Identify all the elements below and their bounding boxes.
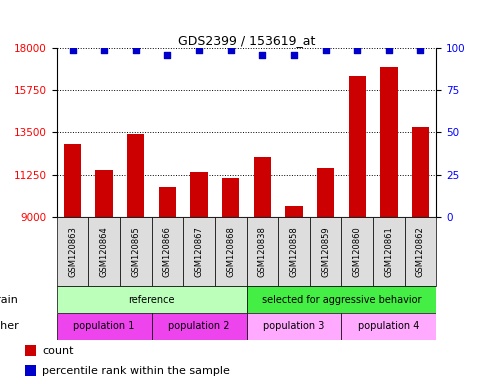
- Text: GSM120862: GSM120862: [416, 226, 425, 277]
- Point: [69, 46, 76, 53]
- Point: [195, 46, 203, 53]
- Text: GSM120865: GSM120865: [131, 226, 141, 277]
- Bar: [25, 365, 36, 376]
- FancyBboxPatch shape: [310, 217, 341, 286]
- Point: [258, 52, 266, 58]
- FancyBboxPatch shape: [152, 313, 246, 340]
- FancyBboxPatch shape: [57, 313, 152, 340]
- Point: [100, 46, 108, 53]
- Text: GSM120860: GSM120860: [352, 226, 362, 277]
- FancyBboxPatch shape: [373, 217, 405, 286]
- Text: GSM120864: GSM120864: [100, 226, 108, 277]
- FancyBboxPatch shape: [215, 217, 246, 286]
- Bar: [412, 127, 429, 217]
- Text: population 2: population 2: [168, 321, 230, 331]
- Text: reference: reference: [128, 295, 175, 305]
- FancyBboxPatch shape: [183, 217, 215, 286]
- Bar: [64, 144, 81, 217]
- FancyBboxPatch shape: [341, 217, 373, 286]
- Point: [290, 52, 298, 58]
- Bar: [380, 67, 397, 217]
- Text: population 3: population 3: [263, 321, 324, 331]
- Bar: [25, 345, 36, 356]
- FancyBboxPatch shape: [278, 217, 310, 286]
- Bar: [285, 206, 303, 217]
- FancyBboxPatch shape: [246, 286, 436, 313]
- Text: GSM120868: GSM120868: [226, 226, 235, 277]
- Text: GSM120867: GSM120867: [195, 226, 204, 277]
- Point: [353, 46, 361, 53]
- FancyBboxPatch shape: [57, 286, 246, 313]
- Text: GSM120838: GSM120838: [258, 226, 267, 277]
- FancyBboxPatch shape: [246, 217, 278, 286]
- FancyBboxPatch shape: [405, 217, 436, 286]
- FancyBboxPatch shape: [120, 217, 152, 286]
- Text: GSM120863: GSM120863: [68, 226, 77, 277]
- FancyBboxPatch shape: [152, 217, 183, 286]
- Text: percentile rank within the sample: percentile rank within the sample: [42, 366, 230, 376]
- Bar: [253, 157, 271, 217]
- Bar: [317, 168, 334, 217]
- FancyBboxPatch shape: [246, 313, 341, 340]
- Text: strain: strain: [0, 295, 19, 305]
- Point: [227, 46, 235, 53]
- Bar: [159, 187, 176, 217]
- Point: [132, 46, 140, 53]
- Title: GDS2399 / 153619_at: GDS2399 / 153619_at: [178, 34, 315, 47]
- Text: selected for aggressive behavior: selected for aggressive behavior: [262, 295, 421, 305]
- Bar: [96, 170, 113, 217]
- FancyBboxPatch shape: [341, 313, 436, 340]
- Text: GSM120866: GSM120866: [163, 226, 172, 277]
- Text: GSM120858: GSM120858: [289, 226, 298, 277]
- Point: [164, 52, 172, 58]
- FancyBboxPatch shape: [88, 217, 120, 286]
- Point: [417, 46, 424, 53]
- Text: count: count: [42, 346, 74, 356]
- Bar: [349, 76, 366, 217]
- Point: [321, 46, 329, 53]
- Bar: [127, 134, 144, 217]
- Text: population 4: population 4: [358, 321, 420, 331]
- Text: GSM120859: GSM120859: [321, 226, 330, 277]
- Bar: [222, 177, 240, 217]
- Text: other: other: [0, 321, 19, 331]
- FancyBboxPatch shape: [57, 217, 88, 286]
- Point: [385, 46, 393, 53]
- Text: population 1: population 1: [73, 321, 135, 331]
- Bar: [190, 172, 208, 217]
- Text: GSM120861: GSM120861: [385, 226, 393, 277]
